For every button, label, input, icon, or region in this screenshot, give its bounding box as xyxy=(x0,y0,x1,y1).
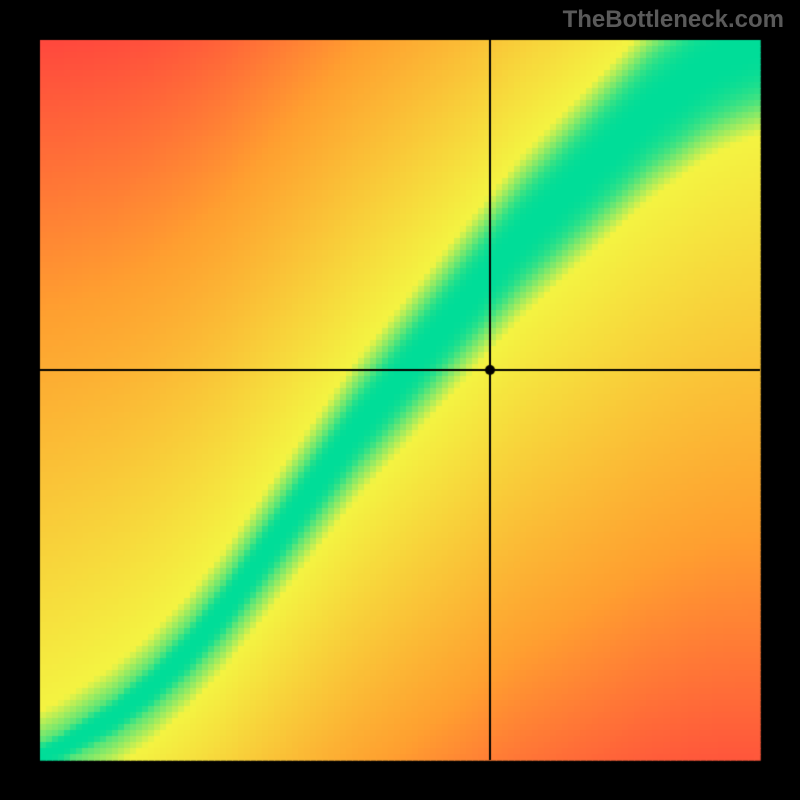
bottleneck-heatmap xyxy=(0,0,800,800)
watermark-text: TheBottleneck.com xyxy=(563,6,784,34)
chart-container: TheBottleneck.com xyxy=(0,0,800,800)
